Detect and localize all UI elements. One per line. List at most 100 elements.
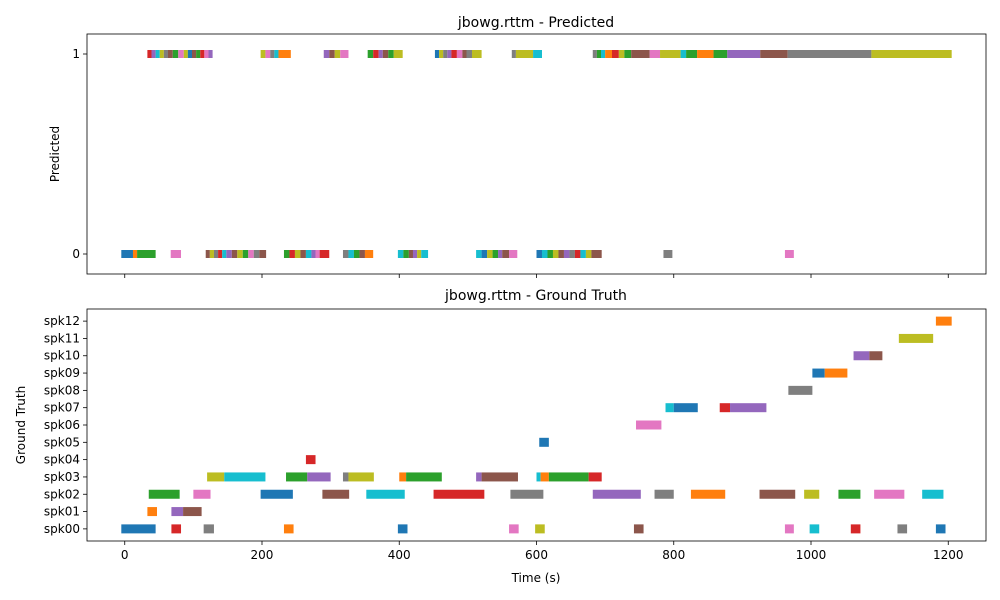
- ground-truth-x-tick-label: 200: [251, 548, 274, 562]
- ground-truth-segment-bar: [838, 489, 861, 499]
- ground-truth-segment-bar: [853, 351, 870, 361]
- ground-truth-yticks: spk00 spk01 spk02 spk03 spk04 spk05 spk06 spk07…: [44, 314, 87, 536]
- ground-truth-y-tick-label: spk04: [44, 453, 80, 467]
- ground-truth-segment-bar: [121, 524, 156, 534]
- predicted-segment-bar: [618, 50, 625, 58]
- predicted-segment-bar: [412, 250, 418, 258]
- predicted-segment-bar: [660, 50, 681, 58]
- ground-truth-y-tick-label: spk07: [44, 401, 80, 415]
- predicted-segment-bar: [270, 50, 275, 58]
- ground-truth-segment-bar: [366, 489, 405, 499]
- predicted-segment-bar: [417, 250, 422, 258]
- ground-truth-segment-bar: [935, 316, 952, 326]
- predicted-segment-bar: [462, 50, 467, 58]
- predicted-segment-bar: [631, 50, 650, 58]
- ground-truth-segment-bar: [922, 489, 944, 499]
- predicted-segment-bar: [511, 50, 516, 58]
- predicted-segment-bar: [323, 50, 330, 58]
- predicted-segment-bar: [218, 250, 223, 258]
- predicted-segment-bar: [515, 50, 534, 58]
- ground-truth-segment-bar: [935, 524, 946, 534]
- ground-truth-x-tick-label: 1000: [796, 548, 827, 562]
- predicted-segment-bar: [192, 50, 197, 58]
- ground-truth-y-tick-label: spk05: [44, 435, 80, 449]
- ground-truth-y-tick-label: spk00: [44, 522, 80, 536]
- predicted-segment-bar: [611, 50, 619, 58]
- ground-truth-y-tick-label: spk12: [44, 314, 80, 328]
- predicted-segment-bar: [471, 50, 482, 58]
- ground-truth-segment-bar: [399, 472, 407, 482]
- ground-truth-segment-bar: [509, 524, 519, 534]
- ground-truth-segment-bar: [654, 489, 674, 499]
- predicted-segment-bar: [204, 50, 209, 58]
- ground-truth-segment-bar: [592, 489, 641, 499]
- ground-truth-segment-bar: [224, 472, 266, 482]
- ground-truth-segment-bar: [207, 472, 225, 482]
- predicted-segment-bar: [393, 50, 403, 58]
- ground-truth-y-tick-label: spk02: [44, 487, 80, 501]
- predicted-segment-bar: [563, 250, 570, 258]
- ground-truth-y-tick-label: spk03: [44, 470, 80, 484]
- ground-truth-segment-bar: [812, 368, 825, 378]
- predicted-segment-bar: [569, 250, 575, 258]
- predicted-segment-bar: [200, 50, 205, 58]
- ground-truth-segment-bar: [730, 403, 767, 413]
- ground-truth-axes-frame: [86, 308, 987, 542]
- predicted-segment-bar: [713, 50, 728, 58]
- predicted-segment-bar: [541, 250, 548, 258]
- predicted-segment-bar: [388, 50, 394, 58]
- ground-truth-segment-bar: [433, 489, 485, 499]
- predicted-segment-bar: [311, 250, 316, 258]
- ground-truth-segment-bar: [665, 403, 674, 413]
- predicted-segment-bar: [278, 50, 291, 58]
- predicted-segment-bar: [183, 50, 188, 58]
- predicted-segment-bar: [434, 50, 440, 58]
- ground-truth-y-tick-label: spk11: [44, 331, 80, 345]
- ground-truth-segment-bar: [540, 472, 549, 482]
- predicted-segment-bar: [132, 250, 138, 258]
- ground-truth-segment-bar: [397, 524, 408, 534]
- predicted-segment-bar: [248, 250, 254, 258]
- ground-truth-y-tick-label: spk09: [44, 366, 80, 380]
- predicted-segment-bar: [170, 250, 182, 258]
- predicted-segment-bar: [187, 50, 192, 58]
- predicted-segment-bar: [533, 50, 542, 58]
- predicted-segment-bar: [547, 250, 553, 258]
- predicted-ylabel: Predicted: [48, 126, 62, 182]
- predicted-segment-bar: [443, 50, 448, 58]
- predicted-segment-bar: [167, 50, 173, 58]
- predicted-segment-bar: [487, 250, 493, 258]
- predicted-xticks: [124, 274, 949, 278]
- predicted-segment-bar: [172, 50, 179, 58]
- ground-truth-segment-bar: [307, 472, 331, 482]
- ground-truth-segment-bar: [897, 524, 908, 534]
- ground-truth-panel: jbowg.rttm - Ground Truth Ground Truth 0…: [14, 288, 987, 585]
- predicted-segment-bar: [163, 50, 168, 58]
- predicted-segment-bar: [213, 250, 219, 258]
- ground-truth-x-tick-label: 600: [525, 548, 548, 562]
- predicted-segment-bar: [649, 50, 661, 58]
- predicted-segment-bar: [382, 50, 389, 58]
- predicted-segment-bar: [367, 50, 374, 58]
- ground-truth-segment-bar: [193, 489, 211, 499]
- ground-truth-title: jbowg.rttm - Ground Truth: [444, 288, 627, 304]
- predicted-segment-bar: [727, 50, 761, 58]
- predicted-segment-bar: [196, 50, 201, 58]
- predicted-segment-bar: [315, 250, 320, 258]
- predicted-segment-bar: [329, 50, 335, 58]
- ground-truth-segment-bar: [183, 507, 202, 517]
- predicted-segment-bar: [178, 50, 184, 58]
- ground-truth-segment-bar: [824, 368, 848, 378]
- predicted-yticks: 01: [72, 47, 87, 261]
- predicted-segment-bar: [760, 50, 788, 58]
- predicted-segment-bar: [502, 250, 510, 258]
- ground-truth-segment-bar: [548, 472, 589, 482]
- predicted-segment-bar: [151, 50, 156, 58]
- predicted-segment-bar: [340, 50, 349, 58]
- predicted-segment-bar: [348, 250, 354, 258]
- predicted-segment-bar: [403, 250, 409, 258]
- ground-truth-xticks: 0 200 400 600 800 1000 1200: [121, 541, 964, 562]
- predicted-segment-bar: [359, 250, 365, 258]
- predicted-segment-bar: [259, 250, 267, 258]
